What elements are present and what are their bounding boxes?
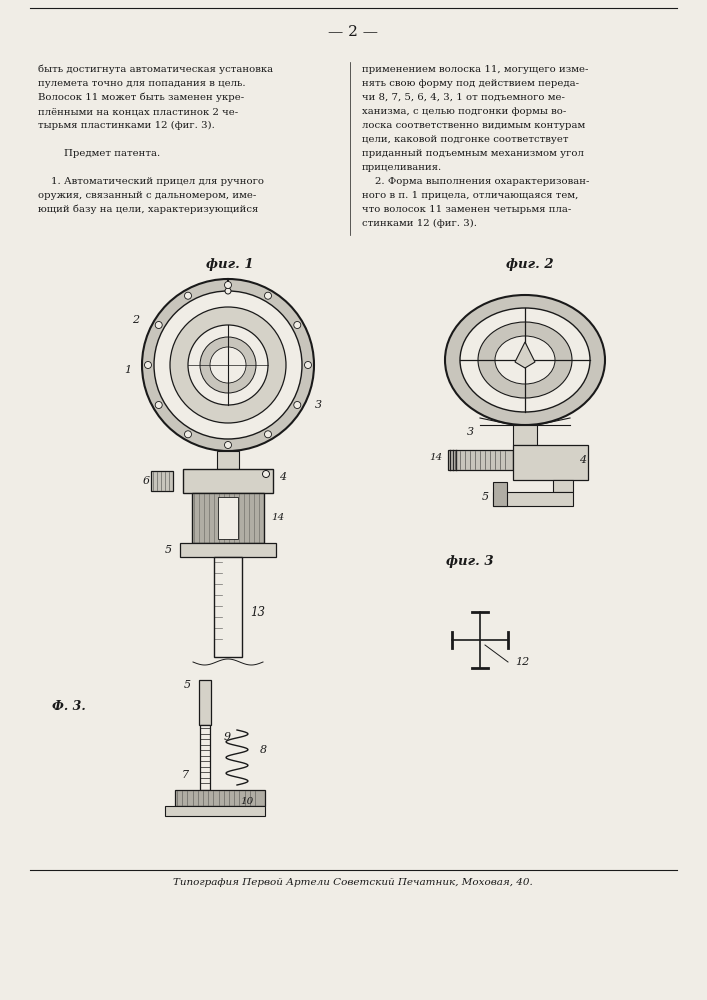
- Text: ющий базу на цели, характеризующийся: ющий базу на цели, характеризующийся: [38, 205, 258, 215]
- Text: прицеливания.: прицеливания.: [362, 163, 443, 172]
- Text: Ф. 3.: Ф. 3.: [52, 700, 86, 713]
- Bar: [183, 469, 273, 493]
- Bar: [165, 806, 265, 816]
- Text: ного в п. 1 прицела, отличающаяся тем,: ного в п. 1 прицела, отличающаяся тем,: [362, 191, 578, 200]
- Text: 9: 9: [223, 732, 230, 742]
- Circle shape: [144, 361, 151, 368]
- Text: чи 8, 7, 5, 6, 4, 3, 1 от подъемного ме-: чи 8, 7, 5, 6, 4, 3, 1 от подъемного ме-: [362, 93, 565, 102]
- Ellipse shape: [445, 295, 605, 425]
- Ellipse shape: [478, 322, 572, 398]
- Circle shape: [294, 322, 300, 328]
- Text: 11: 11: [556, 369, 570, 378]
- Text: фиг. 1: фиг. 1: [206, 258, 254, 271]
- Circle shape: [154, 291, 302, 439]
- Circle shape: [264, 292, 271, 299]
- Circle shape: [156, 322, 162, 328]
- Text: Предмет патента.: Предмет патента.: [38, 149, 160, 158]
- Text: 2. Форма выполнения охарактеризован-: 2. Форма выполнения охарактеризован-: [362, 177, 590, 186]
- Text: фиг. 3: фиг. 3: [446, 555, 493, 568]
- Bar: [200, 725, 210, 790]
- Bar: [180, 543, 276, 557]
- Bar: [151, 471, 173, 491]
- Circle shape: [262, 471, 269, 478]
- Text: Волосок 11 может быть заменен укре-: Волосок 11 может быть заменен укре-: [38, 93, 244, 103]
- Circle shape: [185, 292, 192, 299]
- Text: быть достигнута автоматическая установка: быть достигнута автоматическая установка: [38, 65, 273, 75]
- Text: приданный подъемным механизмом угол: приданный подъемным механизмом угол: [362, 149, 584, 158]
- Circle shape: [200, 337, 256, 393]
- Text: 10: 10: [240, 796, 254, 806]
- Text: 2: 2: [132, 315, 139, 325]
- Text: 3: 3: [315, 400, 322, 410]
- Text: — 2 —: — 2 —: [328, 25, 378, 39]
- Bar: [493, 492, 573, 506]
- Bar: [192, 493, 264, 543]
- Text: 6: 6: [142, 476, 150, 486]
- Circle shape: [264, 431, 271, 438]
- Text: 3: 3: [467, 427, 474, 437]
- Text: Типография Первой Артели Советский Печатник, Моховая, 40.: Типография Первой Артели Советский Печат…: [173, 878, 533, 887]
- Text: стинками 12 (фиг. 3).: стинками 12 (фиг. 3).: [362, 219, 477, 228]
- Text: 5: 5: [165, 545, 172, 555]
- Circle shape: [225, 288, 231, 294]
- Text: 7: 7: [182, 770, 189, 780]
- Bar: [552, 480, 573, 492]
- Circle shape: [225, 442, 231, 448]
- Text: ханизма, с целью подгонки формы во-: ханизма, с целью подгонки формы во-: [362, 107, 566, 116]
- Text: плёнными на концах пластинок 2 че-: плёнными на концах пластинок 2 че-: [38, 107, 238, 116]
- Circle shape: [294, 401, 300, 408]
- Bar: [214, 557, 242, 657]
- Text: 13: 13: [250, 605, 266, 618]
- Text: 14: 14: [429, 452, 443, 462]
- Text: лоска соответственно видимым контурам: лоска соответственно видимым контурам: [362, 121, 585, 130]
- Text: нять свою форму под действием переда-: нять свою форму под действием переда-: [362, 79, 579, 88]
- Bar: [493, 482, 507, 506]
- Circle shape: [188, 325, 268, 405]
- Text: тырьмя пластинками 12 (фиг. 3).: тырьмя пластинками 12 (фиг. 3).: [38, 121, 215, 130]
- Text: 1. Автоматический прицел для ручного: 1. Автоматический прицел для ручного: [38, 177, 264, 186]
- Circle shape: [185, 431, 192, 438]
- Text: 1: 1: [124, 365, 132, 375]
- Bar: [513, 425, 537, 445]
- Text: пулемета точно для попадания в цель.: пулемета точно для попадания в цель.: [38, 79, 245, 88]
- Text: 14: 14: [271, 514, 285, 522]
- Text: 8: 8: [259, 745, 267, 755]
- Circle shape: [142, 279, 314, 451]
- Text: 4: 4: [279, 472, 286, 482]
- Text: 11: 11: [243, 368, 257, 377]
- Circle shape: [305, 361, 312, 368]
- Text: 12: 12: [515, 657, 530, 667]
- Bar: [218, 497, 238, 539]
- Text: цели, каковой подгонке соответствует: цели, каковой подгонке соответствует: [362, 135, 568, 144]
- Text: 5: 5: [183, 680, 191, 690]
- Circle shape: [170, 307, 286, 423]
- Ellipse shape: [460, 308, 590, 412]
- Polygon shape: [515, 342, 535, 368]
- Text: фиг. 2: фиг. 2: [506, 258, 554, 271]
- Text: 5: 5: [481, 492, 489, 502]
- Circle shape: [225, 282, 231, 288]
- Bar: [175, 790, 265, 806]
- Bar: [199, 680, 211, 725]
- Bar: [217, 451, 239, 469]
- Circle shape: [210, 347, 246, 383]
- Bar: [513, 445, 588, 480]
- Text: применением волоска 11, могущего изме-: применением волоска 11, могущего изме-: [362, 65, 588, 74]
- Text: что волосок 11 заменен четырьмя пла-: что волосок 11 заменен четырьмя пла-: [362, 205, 571, 214]
- Ellipse shape: [495, 336, 555, 384]
- Text: оружия, связанный с дальномером, име-: оружия, связанный с дальномером, име-: [38, 191, 256, 200]
- Circle shape: [156, 401, 162, 408]
- Bar: [448, 450, 513, 470]
- Text: 4: 4: [579, 455, 586, 465]
